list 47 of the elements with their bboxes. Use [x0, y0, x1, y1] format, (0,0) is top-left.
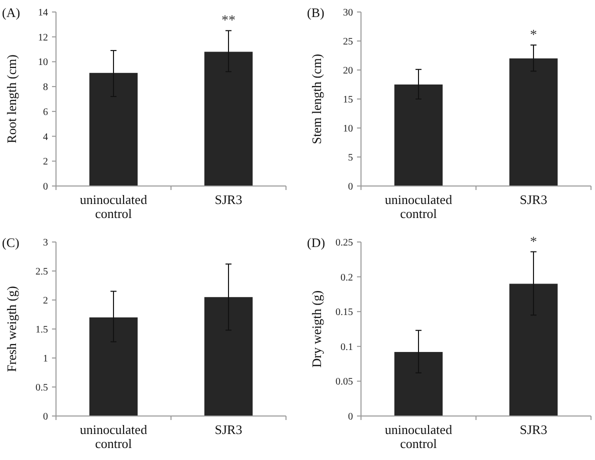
x-tick-label: SJR3	[214, 192, 242, 207]
y-axis-title: Dry weigth (g)	[309, 290, 324, 368]
x-tick-label: uninoculated control	[80, 192, 148, 221]
y-tick-label: 0.5	[36, 382, 48, 394]
x-tick-label: uninoculated control	[384, 192, 453, 221]
chart-title: (D)	[307, 235, 326, 250]
y-axis-title: Stem length (cm)	[309, 54, 324, 144]
y-axis-title: Fresh weigth (g)	[4, 286, 19, 372]
y-axis-title: Root length (cm)	[4, 54, 19, 144]
y-tick-label: 0.15	[336, 307, 353, 318]
y-tick-label: 1.5	[36, 324, 48, 336]
y-tick-label: 8	[43, 82, 48, 94]
y-tick-label: 5	[348, 152, 353, 164]
y-tick-label: 10	[343, 124, 353, 134]
chart-title: (A)	[2, 5, 20, 20]
y-tick-label: 0	[43, 182, 48, 192]
y-tick-label: 4	[43, 132, 48, 143]
x-tick-label: SJR3	[520, 422, 548, 437]
x-tick-label: uninoculated control	[384, 422, 453, 451]
y-tick-label: 1	[43, 354, 48, 364]
y-tick-label: 10	[38, 57, 48, 68]
annotation: **	[222, 14, 236, 29]
y-tick-label: 12	[38, 32, 48, 44]
y-tick-label: 30	[343, 8, 353, 18]
y-tick-label: 3	[43, 238, 48, 248]
y-tick-label: 20	[343, 66, 353, 76]
y-tick-label: 6	[43, 106, 48, 118]
y-tick-label: 0	[348, 182, 353, 192]
y-tick-label: 15	[343, 94, 353, 106]
x-tick-label: SJR3	[520, 192, 548, 207]
y-tick-label: 14	[38, 8, 48, 18]
y-tick-label: 2.5	[36, 266, 48, 278]
y-tick-label: 0.25	[336, 238, 353, 248]
annotation: *	[530, 28, 537, 44]
y-tick-label: 2	[43, 156, 48, 168]
y-tick-label: 2	[43, 296, 48, 306]
chart-title: (B)	[307, 5, 324, 20]
y-tick-label: 0.05	[336, 376, 353, 388]
x-tick-label: uninoculated control	[80, 422, 148, 451]
y-tick-label: 0.2	[340, 272, 353, 284]
y-tick-label: 0	[348, 412, 353, 422]
annotation: *	[530, 234, 537, 250]
y-tick-label: 25	[343, 36, 353, 48]
x-tick-label: SJR3	[214, 422, 242, 437]
y-tick-label: 0.1	[340, 342, 353, 353]
chart-title: (C)	[2, 235, 20, 250]
y-tick-label: 0	[43, 412, 48, 422]
